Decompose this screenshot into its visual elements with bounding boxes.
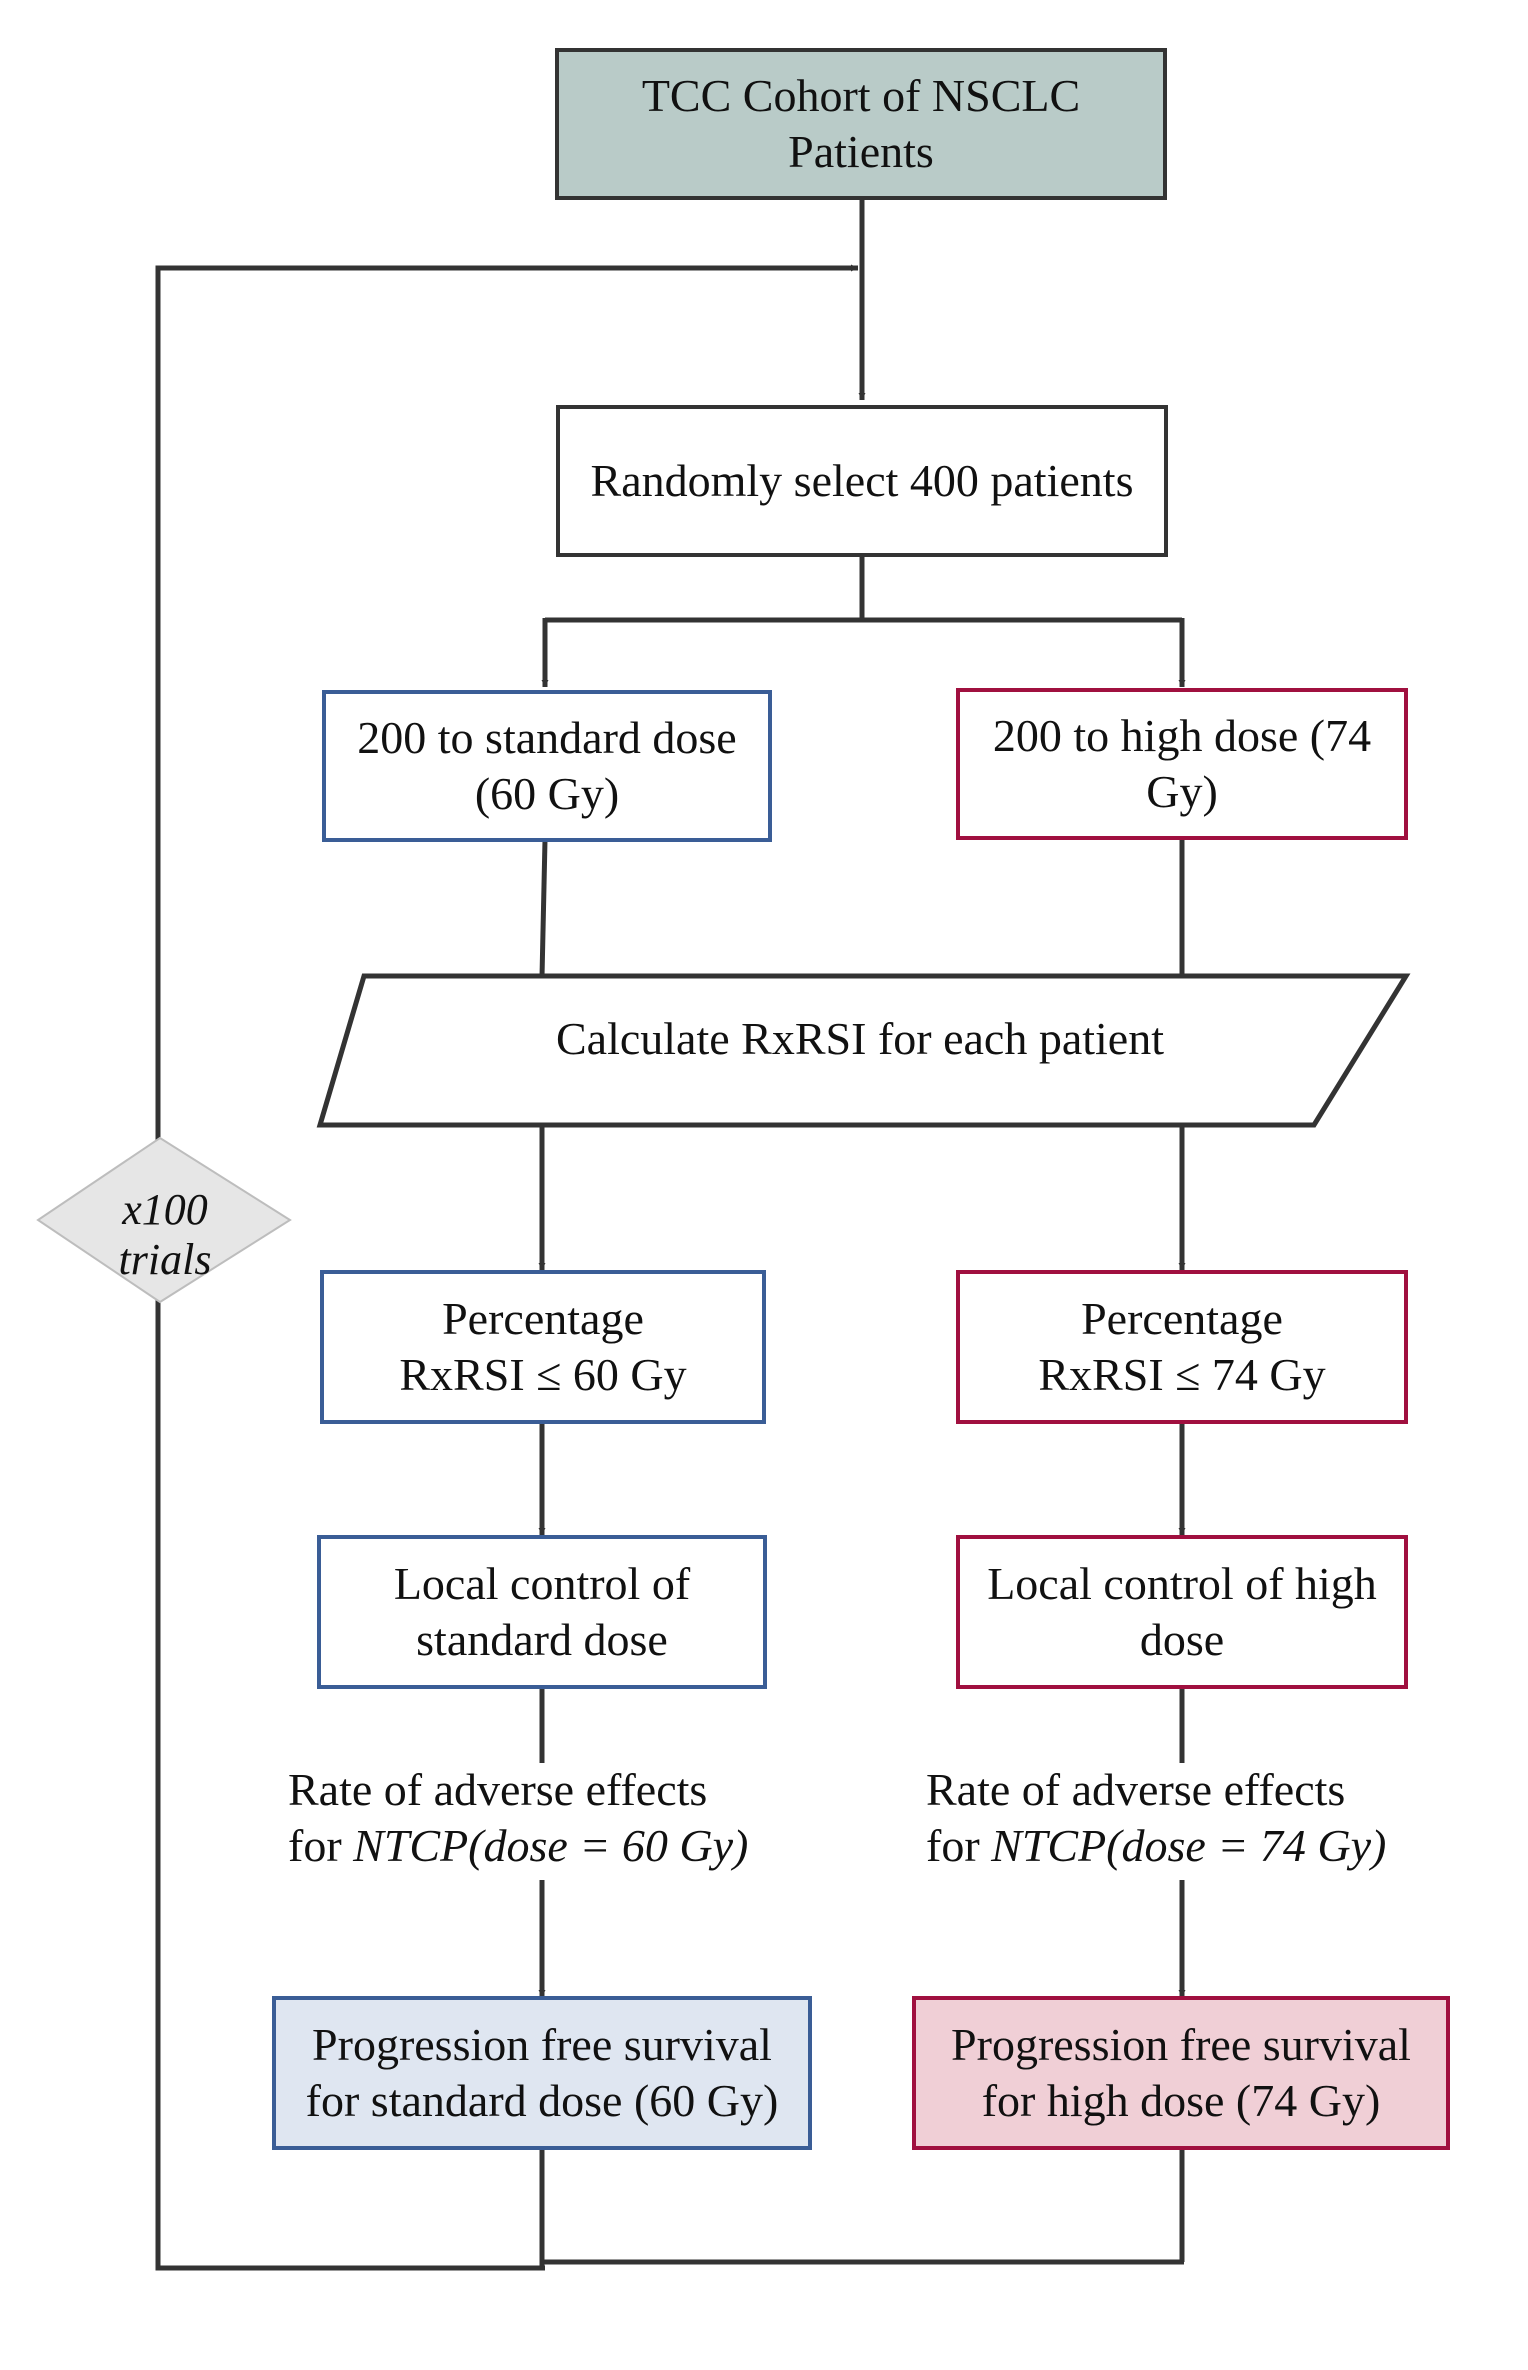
standard-arm-line2: (60 Gy) [474, 768, 620, 819]
pct-high-line2: RxRSI ≤ 74 Gy [1038, 1349, 1326, 1400]
pfs-high-line1: Progression free survival [951, 2019, 1411, 2070]
adverse-high-label: Rate of adverse effects for NTCP(dose = … [926, 1762, 1386, 1874]
calculate-text: Calculate RxRSI for each patient [555, 1012, 1165, 1064]
edge-loop-bottom [155, 1300, 545, 2271]
cohort-line2: Patients [788, 126, 934, 177]
pfs-standard-line1: Progression free survival [312, 2019, 772, 2070]
pfs-standard-box: Progression free survival for standard d… [272, 1996, 812, 2150]
lc-high-line1: Local control of high [987, 1558, 1377, 1609]
adverse-standard-line1: Rate of adverse effects [288, 1764, 708, 1815]
trials-line2: trials [118, 1235, 212, 1284]
lc-standard-line1: Local control of [393, 1558, 691, 1609]
edge-standard-to-calc [539, 839, 548, 978]
lc-standard-line2: standard dose [416, 1614, 668, 1665]
pct-standard-line1: Percentage [442, 1293, 644, 1344]
pfs-high-line2: for high dose (74 Gy) [981, 2075, 1381, 2126]
adverse-high-prefix: for [926, 1820, 992, 1871]
lc-standard-box: Local control of standard dose [317, 1535, 767, 1689]
adverse-standard-formula: NTCP(dose = 60 Gy) [353, 1820, 749, 1871]
adverse-high-line1: Rate of adverse effects [926, 1764, 1346, 1815]
adverse-standard-line2: for NTCP(dose = 60 Gy) [288, 1818, 748, 1874]
adverse-standard-prefix: for [288, 1820, 354, 1871]
cohort-line1: TCC Cohort of NSCLC [641, 70, 1081, 121]
pct-standard-line2: RxRSI ≤ 60 Gy [399, 1349, 687, 1400]
calculate-parallelogram [316, 973, 1411, 1128]
cohort-box: TCC Cohort of NSCLC Patients [555, 48, 1167, 200]
select-box: Randomly select 400 patients [556, 405, 1168, 557]
pct-high-box: Percentage RxRSI ≤ 74 Gy [956, 1270, 1408, 1424]
pct-standard-box: Percentage RxRSI ≤ 60 Gy [320, 1270, 766, 1424]
standard-arm-box: 200 to standard dose (60 Gy) [322, 690, 772, 842]
pfs-high-box: Progression free survival for high dose … [912, 1996, 1450, 2150]
edge-loop-return [155, 264, 858, 1300]
lc-high-line2: dose [1139, 1614, 1225, 1665]
lc-high-box: Local control of high dose [956, 1535, 1408, 1689]
standard-arm-line1: 200 to standard dose [357, 712, 737, 763]
trials-label: x100 trials [40, 1165, 290, 1305]
trials-line1: x100 [122, 1185, 208, 1234]
high-arm-box: 200 to high dose (74 Gy) [956, 688, 1408, 840]
adverse-standard-label: Rate of adverse effects for NTCP(dose = … [288, 1762, 748, 1874]
pfs-standard-line2: for standard dose (60 Gy) [305, 2075, 779, 2126]
adverse-high-line2: for NTCP(dose = 74 Gy) [926, 1818, 1386, 1874]
pct-high-line1: Percentage [1081, 1293, 1283, 1344]
high-arm-line1: 200 to high dose (74 [992, 710, 1372, 761]
adverse-high-formula: NTCP(dose = 74 Gy) [991, 1820, 1387, 1871]
high-arm-line2: Gy) [1146, 766, 1218, 817]
trials-diamond [36, 1136, 292, 1304]
select-text: Randomly select 400 patients [590, 455, 1134, 506]
